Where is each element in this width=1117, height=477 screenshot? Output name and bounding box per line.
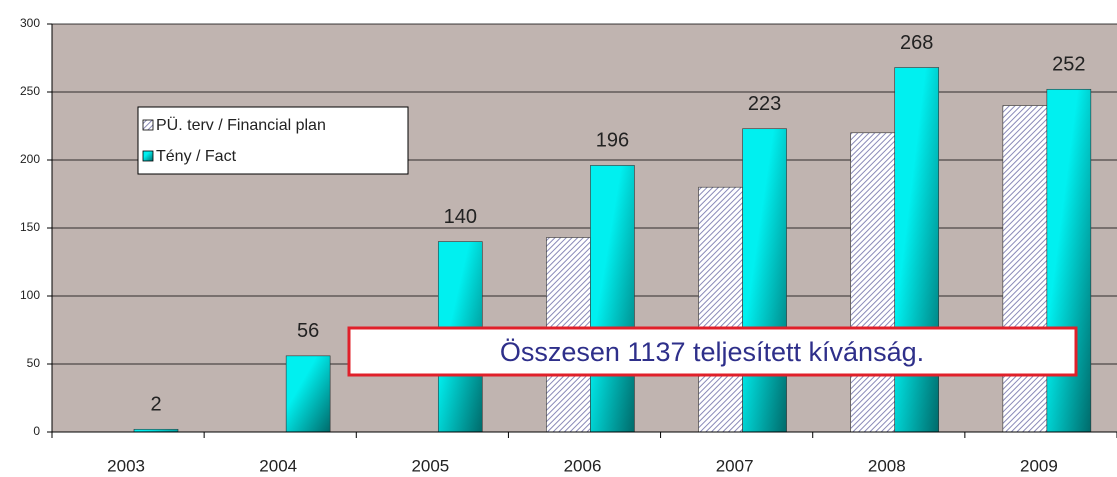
legend-swatch (142, 150, 154, 162)
annotation-box (347, 326, 1078, 377)
legend-box (137, 106, 409, 175)
x-tick-label: 2008 (868, 456, 906, 475)
bar (1002, 105, 1048, 433)
y-tick-label: 250 (20, 84, 40, 98)
x-tick-label: 2009 (1020, 456, 1058, 475)
bar (894, 67, 940, 433)
bar (698, 186, 743, 433)
y-tick-label: 100 (20, 288, 40, 302)
value-label: 196 (596, 130, 629, 152)
annotation: Összesen 1137 teljesített kívánság. (347, 326, 1078, 377)
legend: PÜ. terv / Financial plan Tény / Fact (137, 106, 409, 175)
legend-label: Tény / Fact (156, 148, 237, 165)
y-tick-label: 300 (20, 16, 40, 30)
bar (850, 132, 896, 433)
legend-swatch (142, 119, 154, 131)
value-label: 223 (748, 93, 781, 115)
value-label: 140 (444, 206, 477, 228)
x-tick-label: 2006 (564, 456, 602, 475)
annotation-text: Összesen 1137 teljesített kívánság. (500, 337, 924, 367)
x-tick-label: 2007 (716, 456, 754, 475)
x-tick-label: 2004 (259, 456, 297, 475)
y-tick-label: 150 (20, 220, 40, 234)
value-label: 2 (150, 394, 161, 416)
value-label: 252 (1052, 54, 1085, 76)
value-label: 56 (297, 320, 319, 342)
bar (285, 355, 331, 433)
x-tick-label: 2005 (411, 456, 449, 475)
bar (590, 165, 635, 433)
value-label: 268 (900, 32, 933, 54)
legend-label: PÜ. terv / Financial plan (156, 116, 326, 134)
x-tick-label: 2003 (107, 456, 145, 475)
y-tick-label: 0 (33, 424, 40, 438)
y-tick-label: 50 (27, 356, 41, 370)
y-tick-label: 200 (20, 152, 40, 166)
bar (1046, 88, 1092, 433)
bar (742, 128, 787, 433)
